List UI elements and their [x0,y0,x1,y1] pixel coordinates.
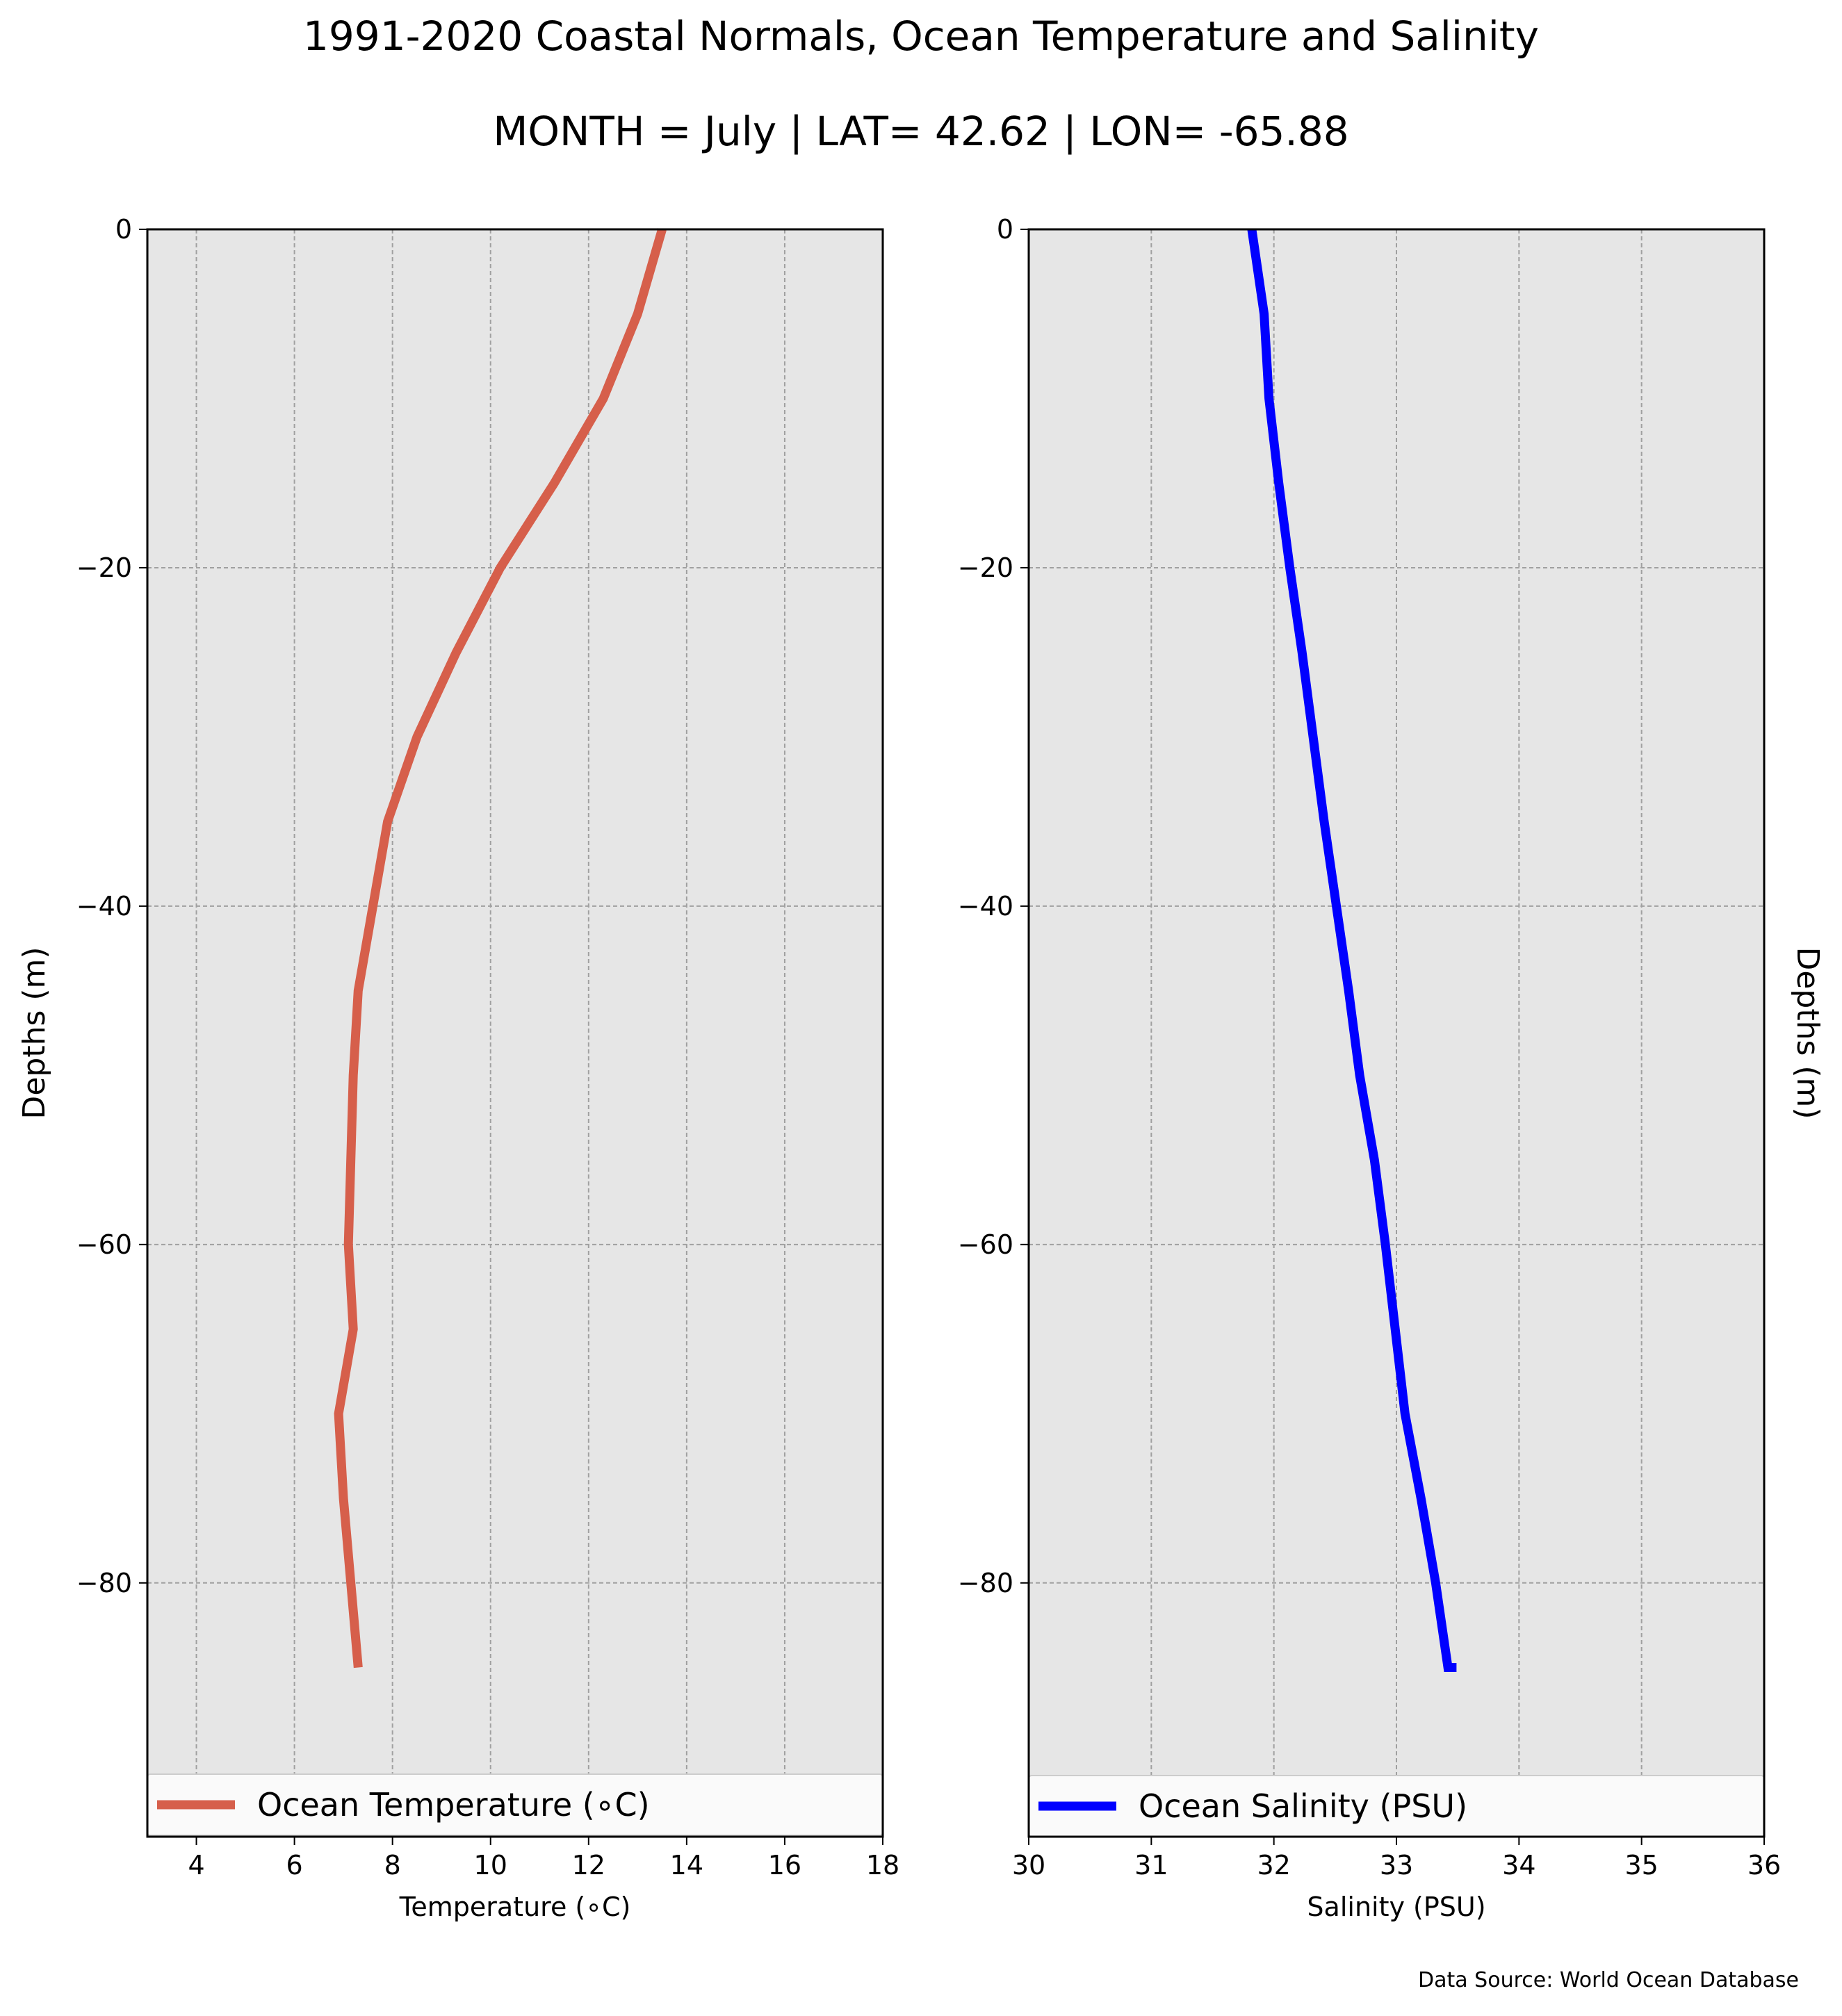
x-axis-label: Temperature (∘C) [399,1892,631,1922]
plot-area [147,229,883,1837]
x-tick-label: 4 [188,1850,204,1880]
x-tick-label: 32 [1257,1850,1290,1880]
y-tick-label: 0 [997,214,1013,245]
x-tick-label: 12 [572,1850,605,1880]
y-tick-label: −60 [76,1229,132,1260]
y-tick-label: −20 [958,552,1013,583]
y-tick-label: −60 [958,1229,1013,1260]
legend-label: Ocean Salinity (PSU) [1139,1787,1467,1825]
chart-subtitle: MONTH = July | LAT= 42.62 | LON= -65.88 [493,108,1349,155]
series-line-1 [1247,229,1457,1672]
x-tick-label: 36 [1747,1850,1781,1880]
chart-title: 1991-2020 Coastal Normals, Ocean Tempera… [303,13,1539,60]
data-source-note: Data Source: World Ocean Database [1418,1968,1799,1992]
axes-frame [146,228,884,1838]
x-tick-label: 14 [670,1850,703,1880]
y-tick-label: −20 [76,552,132,583]
y-tick-label: 0 [115,214,132,245]
x-tick-label: 30 [1012,1850,1045,1880]
x-tick-label: 18 [866,1850,899,1880]
y-tick-label: −40 [958,891,1013,921]
x-tick-label: 31 [1134,1850,1168,1880]
y-tick-label: −40 [76,891,132,921]
series-line-1 [334,228,667,1669]
chart-panel-2: Ocean Salinity (PSU) 30 31 32 33 34 35 36 0 −20 −4… [958,214,1825,1922]
x-tick-label: 6 [286,1850,303,1880]
x-tick-label: 33 [1380,1850,1413,1880]
x-tick-label: 16 [768,1850,801,1880]
x-tick-label: 10 [474,1850,507,1880]
y-tick-label: −80 [958,1568,1013,1598]
x-axis-label: Salinity (PSU) [1307,1892,1485,1922]
y-axis-label: Depths (m) [1790,946,1825,1119]
chart-panel-1: Ocean Temperature (∘C) 4 6 8 10 12 14 16 18 0 −20 −… [17,214,899,1922]
y-axis-label: Depths (m) [17,946,52,1119]
plot-area [1029,229,1764,1837]
x-tick-label: 34 [1502,1850,1535,1880]
legend-label: Ocean Temperature (∘C) [257,1786,650,1824]
y-tick-label: −80 [76,1568,132,1598]
x-tick-label: 8 [384,1850,401,1880]
x-tick-label: 35 [1624,1850,1658,1880]
